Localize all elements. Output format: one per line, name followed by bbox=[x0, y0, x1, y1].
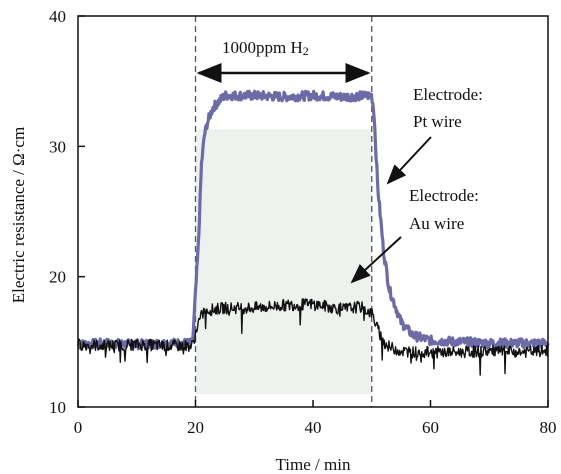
x-axis-title: Time / min bbox=[276, 455, 351, 474]
au-label-arrow bbox=[350, 236, 402, 284]
pt-label-line1: Electrode: bbox=[413, 85, 483, 104]
x-tick-label: 60 bbox=[422, 418, 439, 437]
y-tick-label: 10 bbox=[49, 398, 66, 417]
exposure-shade bbox=[195, 129, 372, 394]
y-tick-label: 20 bbox=[49, 268, 66, 287]
x-tick-label: 0 bbox=[74, 418, 83, 437]
au-wire-series bbox=[77, 298, 549, 376]
pt-label-arrow bbox=[386, 136, 432, 185]
y-tick-label: 40 bbox=[49, 7, 66, 26]
x-tick-label: 80 bbox=[540, 418, 557, 437]
pt-wire-series bbox=[76, 89, 550, 351]
au-label-line2: Au wire bbox=[409, 214, 464, 233]
window-label: 1000ppm H2 bbox=[222, 38, 309, 58]
x-tick-label: 40 bbox=[305, 418, 322, 437]
au-label-line1: Electrode: bbox=[409, 186, 479, 205]
pt-label-line2: Pt wire bbox=[413, 112, 462, 131]
y-tick-label: 30 bbox=[49, 137, 66, 156]
x-tick-label: 20 bbox=[187, 418, 204, 437]
y-axis-title: Electric resistance / Ω·cm bbox=[9, 127, 28, 303]
